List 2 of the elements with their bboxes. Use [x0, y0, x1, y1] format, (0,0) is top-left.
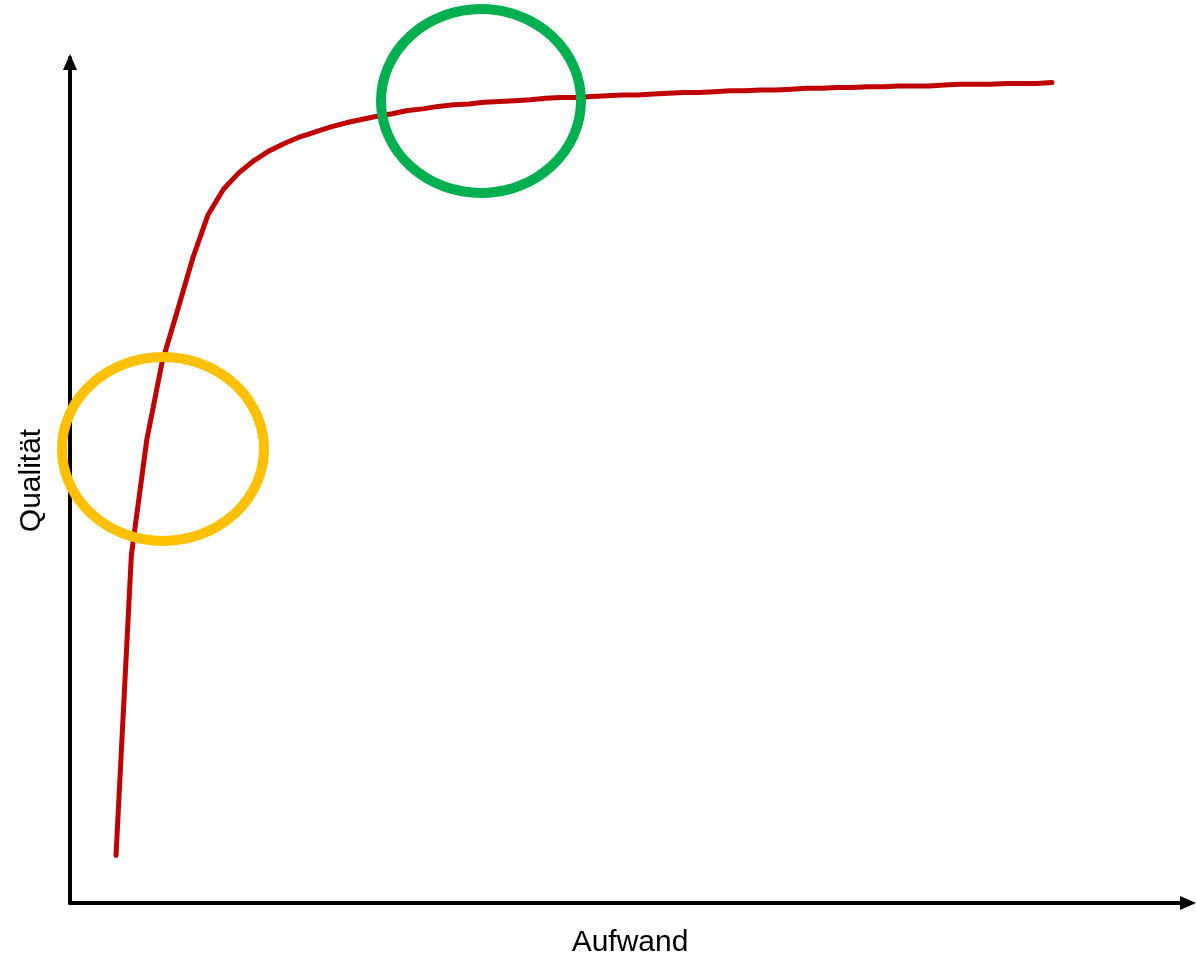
x-axis-title: Aufwand: [571, 923, 689, 957]
y-axis-title: Qualität: [12, 428, 46, 533]
